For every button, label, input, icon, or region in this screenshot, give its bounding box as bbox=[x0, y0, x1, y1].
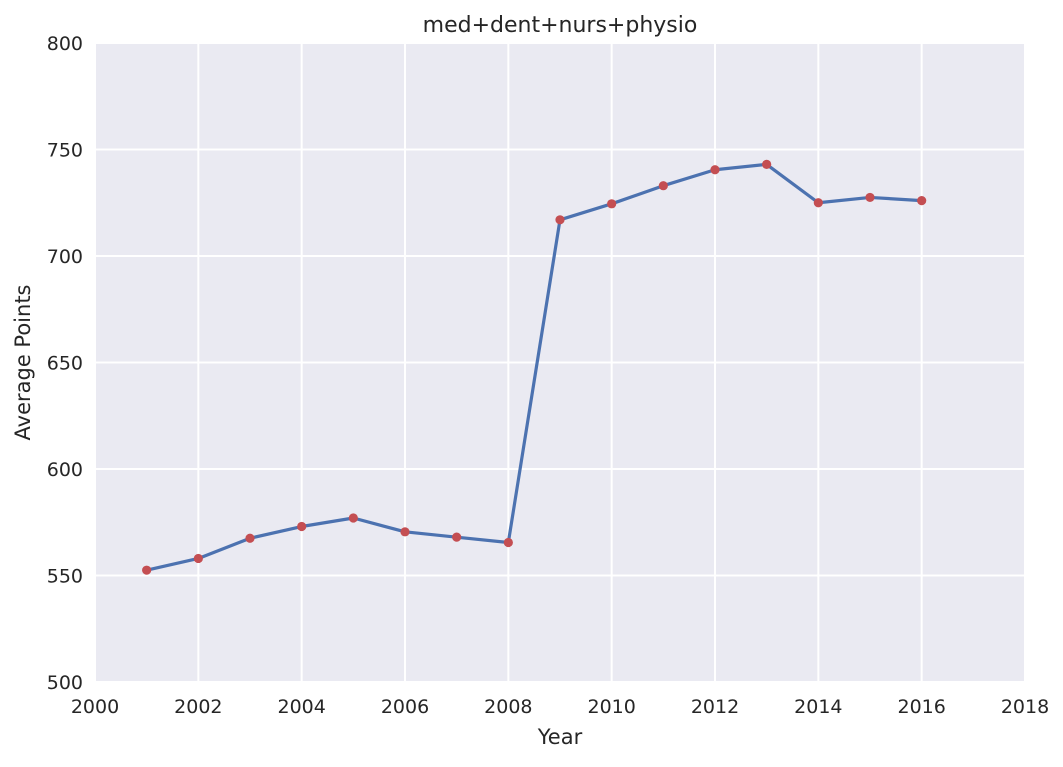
x-tick-label: 2018 bbox=[1001, 696, 1049, 718]
data-point bbox=[245, 533, 255, 543]
data-point bbox=[607, 199, 617, 209]
data-point bbox=[348, 513, 358, 523]
x-tick-label: 2012 bbox=[691, 696, 739, 718]
data-point bbox=[710, 165, 720, 175]
data-point bbox=[400, 527, 410, 537]
data-point bbox=[865, 192, 875, 203]
data-point bbox=[762, 159, 772, 170]
y-tick-label: 800 bbox=[47, 33, 83, 55]
series-layer bbox=[142, 159, 927, 575]
series-line bbox=[145, 162, 924, 572]
data-point bbox=[452, 532, 462, 542]
x-tick-label: 2016 bbox=[897, 696, 945, 718]
y-tick-label: 750 bbox=[47, 140, 83, 162]
x-tick-label: 2004 bbox=[277, 696, 325, 718]
tick-labels: 2000 2002 2004 2006 2008 2010 2012 2014 2016 2018… bbox=[47, 33, 1049, 718]
data-point bbox=[193, 553, 203, 564]
y-axis-label: Average Points bbox=[11, 285, 35, 441]
y-tick-label: 500 bbox=[47, 672, 83, 694]
chart-title: med+dent+nurs+physio bbox=[423, 13, 698, 38]
y-tick-label: 600 bbox=[47, 459, 83, 481]
grid-lines bbox=[94, 42, 1026, 683]
data-point bbox=[813, 198, 823, 208]
x-tick-label: 2010 bbox=[587, 696, 635, 718]
x-axis-label: Year bbox=[537, 725, 583, 749]
y-tick-label: 650 bbox=[47, 353, 83, 375]
data-point bbox=[917, 196, 927, 206]
x-tick-label: 2014 bbox=[794, 696, 842, 718]
data-point bbox=[555, 215, 565, 225]
data-point bbox=[142, 565, 152, 575]
data-point bbox=[503, 537, 513, 548]
data-point bbox=[658, 181, 668, 191]
x-tick-label: 2000 bbox=[71, 696, 119, 718]
y-tick-label: 550 bbox=[47, 566, 83, 588]
x-tick-label: 2002 bbox=[174, 696, 222, 718]
x-tick-label: 2008 bbox=[484, 696, 532, 718]
x-tick-label: 2006 bbox=[381, 696, 429, 718]
data-point bbox=[297, 521, 307, 532]
y-tick-label: 700 bbox=[47, 246, 83, 268]
